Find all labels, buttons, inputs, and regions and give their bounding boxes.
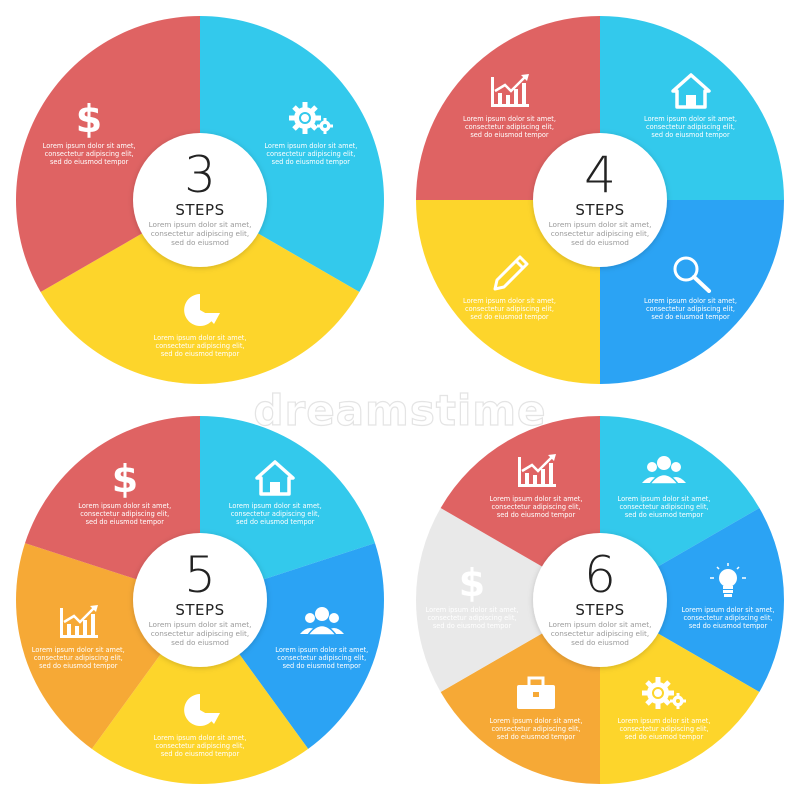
gear-icon xyxy=(642,673,686,713)
segment-yellow xyxy=(91,600,309,784)
cycle-diagram-5-steps xyxy=(15,416,384,784)
dollar-icon: $ xyxy=(103,457,147,501)
gear-icon xyxy=(288,98,333,138)
growth-chart-icon xyxy=(56,602,100,642)
center-description: Lorem ipsum dolor sit amet, consectetur … xyxy=(548,620,652,647)
center-hub xyxy=(533,533,667,667)
segment-text: Lorem ipsum dolor sit amet, consectetur … xyxy=(264,142,358,166)
pie-chart-icon xyxy=(178,290,222,330)
center-description: Lorem ipsum dolor sit amet, consectetur … xyxy=(148,620,252,647)
center-description: Lorem ipsum dolor sit amet, consectetur … xyxy=(148,220,252,247)
growth-chart-icon xyxy=(514,451,558,491)
step-count: 4 xyxy=(584,146,616,204)
segment-text: Lorem ipsum dolor sit amet, consectetur … xyxy=(153,334,247,358)
segment-text: Lorem ipsum dolor sit amet, consectetur … xyxy=(644,296,737,321)
segment-text: Lorem ipsum dolor sit amet, consectetur … xyxy=(681,606,775,630)
segment-text: Lorem ipsum dolor sit amet, consectetur … xyxy=(644,115,737,140)
segment-blue xyxy=(600,508,784,692)
svg-text:$: $ xyxy=(112,458,138,498)
step-count: 6 xyxy=(584,546,616,604)
center-hub xyxy=(133,133,267,267)
segment-text: Lorem ipsum dolor sit amet, consectetur … xyxy=(617,495,711,520)
segment-text: Lorem ipsum dolor sit amet, consectetur … xyxy=(31,645,125,670)
segment-text: Lorem ipsum dolor sit amet, consectetur … xyxy=(463,115,556,140)
watermark: dreamstime xyxy=(253,385,547,435)
dollar-icon: $ xyxy=(67,97,111,141)
segment-text: Lorem ipsum dolor sit amet, consectetur … xyxy=(153,734,247,758)
cycle-diagram-6-steps xyxy=(415,416,784,784)
svg-text:$: $ xyxy=(76,98,102,138)
cycle-diagram-3-steps xyxy=(15,16,384,384)
step-count: 5 xyxy=(184,546,216,604)
people-icon xyxy=(299,602,344,642)
people-icon xyxy=(642,451,686,491)
center-description: Lorem ipsum dolor sit amet, consectetur … xyxy=(548,220,652,247)
briefcase-icon xyxy=(514,673,558,713)
svg-text:$: $ xyxy=(459,562,485,602)
dollar-icon: $ xyxy=(450,561,494,605)
lightbulb-icon xyxy=(706,562,750,602)
pencil-icon xyxy=(487,253,531,293)
segment-text: Lorem ipsum dolor sit amet, consectetur … xyxy=(617,716,711,741)
segment-text: Lorem ipsum dolor sit amet, consectetur … xyxy=(463,296,556,321)
steps-label: STEPS xyxy=(175,201,225,219)
segment-text: Lorem ipsum dolor sit amet, consectetur … xyxy=(275,645,369,670)
steps-label: STEPS xyxy=(575,201,625,219)
segment-text: Lorem ipsum dolor sit amet, consectetur … xyxy=(78,502,172,527)
segment-text: Lorem ipsum dolor sit amet, consectetur … xyxy=(42,142,136,166)
segment-gray xyxy=(415,508,600,692)
search-icon xyxy=(669,253,713,293)
home-icon xyxy=(669,71,713,111)
segment-text: Lorem ipsum dolor sit amet, consectetur … xyxy=(228,502,322,527)
center-hub xyxy=(533,133,667,267)
center-hub xyxy=(133,533,267,667)
steps-label: STEPS xyxy=(175,601,225,619)
steps-label: STEPS xyxy=(575,601,625,619)
segment-text: Lorem ipsum dolor sit amet, consectetur … xyxy=(425,606,519,630)
home-icon xyxy=(253,458,297,498)
growth-chart-icon xyxy=(487,71,531,111)
step-count: 3 xyxy=(184,146,216,204)
segment-text: Lorem ipsum dolor sit amet, consectetur … xyxy=(489,716,583,741)
segment-text: Lorem ipsum dolor sit amet, consectetur … xyxy=(489,495,583,520)
segment-yellow xyxy=(40,200,360,384)
pie-chart-icon xyxy=(178,690,222,730)
